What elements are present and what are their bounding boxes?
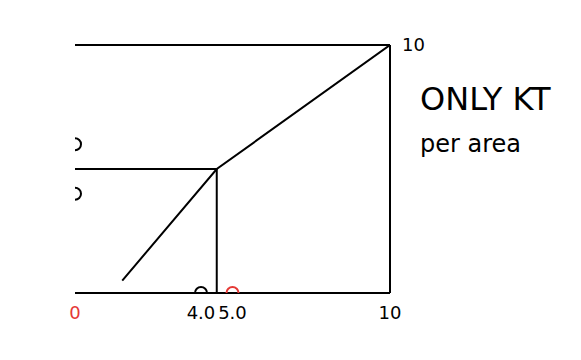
- svg-text:10: 10: [379, 302, 402, 323]
- html-text:ONLY KT: ONLY KT: [420, 80, 551, 118]
- svg-text:4.0: 4.0: [187, 302, 216, 323]
- svg-text:0: 0: [69, 302, 80, 323]
- html-text:per area: per area: [420, 130, 521, 158]
- svg-text:10: 10: [402, 34, 425, 55]
- svg-text:5.0: 5.0: [218, 302, 247, 323]
